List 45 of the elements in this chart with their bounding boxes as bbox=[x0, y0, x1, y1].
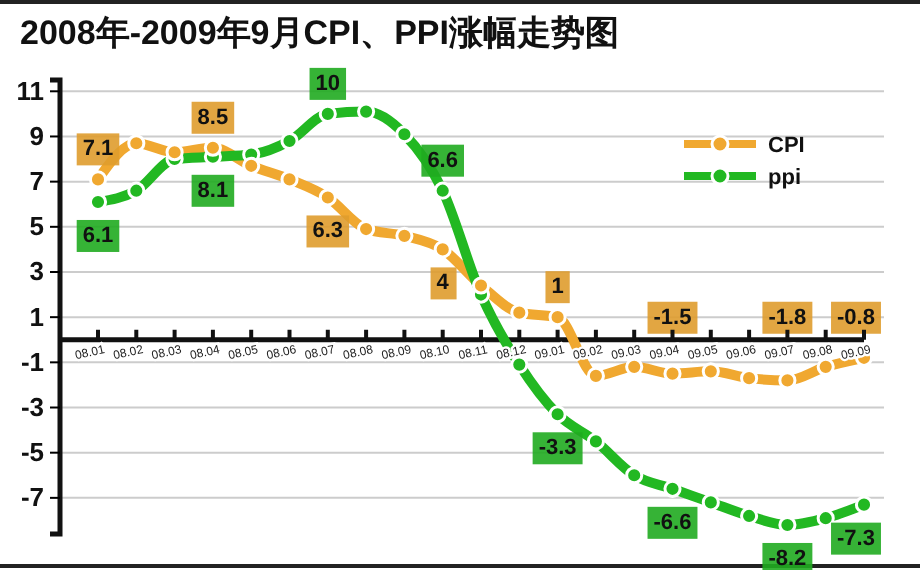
point bbox=[548, 405, 567, 424]
data-label: -7.3 bbox=[837, 526, 875, 551]
point bbox=[318, 188, 337, 207]
data-label: 8.1 bbox=[197, 178, 229, 203]
point bbox=[127, 181, 146, 200]
y-tick-label: -3 bbox=[20, 391, 44, 422]
data-label: 1 bbox=[551, 275, 564, 300]
y-tick-label: 7 bbox=[29, 165, 44, 196]
point bbox=[395, 226, 414, 245]
y-tick-label: 9 bbox=[29, 120, 44, 151]
data-label: 6.3 bbox=[312, 219, 344, 244]
chart-title: 2008年-2009年9月CPI、PPI涨幅走势图 bbox=[20, 14, 619, 52]
point bbox=[471, 276, 491, 295]
data-label: -1.5 bbox=[653, 305, 692, 330]
point bbox=[586, 432, 605, 451]
point bbox=[854, 495, 874, 514]
data-label: 6.1 bbox=[82, 223, 114, 248]
y-tick-label: -1 bbox=[20, 346, 44, 377]
legend-label: CPI bbox=[768, 134, 805, 158]
y-tick-label: 5 bbox=[29, 211, 44, 242]
data-label: 6.6 bbox=[427, 148, 458, 173]
legend-label: ppi bbox=[768, 166, 801, 190]
data-label: 10 bbox=[315, 71, 341, 96]
y-tick-label: -5 bbox=[20, 437, 44, 468]
y-tick-label: -7 bbox=[20, 482, 44, 513]
data-label: -6.6 bbox=[653, 510, 692, 535]
point bbox=[280, 170, 299, 189]
data-label: -3.3 bbox=[538, 436, 577, 461]
data-label: 4 bbox=[436, 271, 451, 296]
point bbox=[280, 131, 299, 151]
y-tick-label: 3 bbox=[29, 256, 44, 287]
data-label: -8.2 bbox=[768, 546, 807, 570]
point bbox=[433, 181, 452, 200]
y-tick-label: 11 bbox=[16, 75, 44, 106]
data-label: 8.5 bbox=[197, 105, 229, 130]
point bbox=[701, 493, 720, 512]
point bbox=[625, 466, 644, 485]
data-label: 7.1 bbox=[82, 137, 114, 162]
y-tick-label: 1 bbox=[29, 301, 44, 332]
point bbox=[395, 125, 414, 144]
data-label: -1.8 bbox=[768, 305, 807, 330]
point bbox=[433, 240, 452, 259]
data-label: -0.8 bbox=[837, 305, 875, 330]
point bbox=[88, 170, 108, 189]
point bbox=[242, 156, 261, 175]
